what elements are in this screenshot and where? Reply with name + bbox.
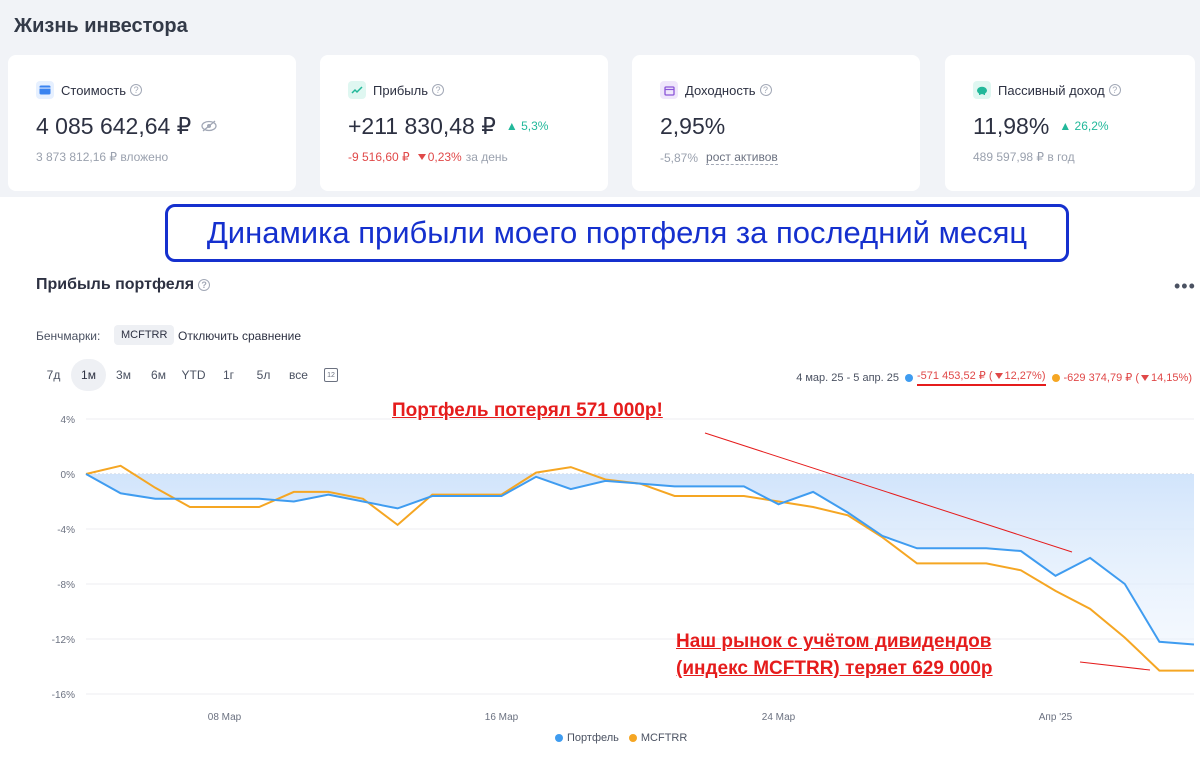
card-passive-income[interactable]: Пассивный доход ? 11,98% ▲ 26,2% 489 597… xyxy=(945,55,1195,191)
eye-off-icon[interactable] xyxy=(201,120,217,132)
legend-item-portfolio[interactable]: Портфель xyxy=(567,732,619,744)
legend-portfolio-dot-icon xyxy=(555,734,563,742)
legend-item-mcftrr[interactable]: MCFTRR xyxy=(640,732,688,744)
calendar-icon xyxy=(660,81,678,99)
period-1m[interactable]: 1м xyxy=(71,359,106,391)
annotation-portfolio-loss: Портфель потерял 571 000р! xyxy=(392,400,663,421)
more-menu-icon[interactable]: ••• xyxy=(1174,276,1196,296)
y-tick-label: -8% xyxy=(57,580,75,591)
portfolio-change: -571 453,52 ₽ xyxy=(917,370,986,382)
card-sub: 3 873 812,16 ₽ вложено xyxy=(36,150,169,164)
x-tick-label: 24 Мар xyxy=(762,712,796,723)
benchmark-change-group: -629 374,79 ₽ (14,15%) xyxy=(1063,372,1193,384)
chart-title-text: Прибыль портфеля xyxy=(36,276,195,293)
x-tick-label: 08 Мар xyxy=(208,712,242,723)
help-icon[interactable]: ? xyxy=(759,84,772,96)
benchmark-pct: 14,15% xyxy=(1151,372,1189,384)
card-profit[interactable]: Прибыль ? +211 830,48 ₽ ▲ 5,3% -9 516,60… xyxy=(320,55,608,191)
help-icon[interactable]: ? xyxy=(130,84,143,96)
range-summary: 4 мар. 25 - 5 апр. 25 -571 453,52 ₽ (12,… xyxy=(796,369,1192,386)
chart-title: Прибыль портфеля ? xyxy=(36,276,211,294)
day-label: за день xyxy=(465,150,508,164)
period-ytd[interactable]: YTD xyxy=(181,368,206,382)
portfolio-area xyxy=(86,474,1194,645)
help-icon[interactable]: ? xyxy=(1108,84,1121,96)
date-range: 4 мар. 25 - 5 апр. 25 xyxy=(796,371,899,384)
y-tick-label: 4% xyxy=(61,415,76,426)
day-change-pct: 0,23% xyxy=(427,150,462,164)
period-7d[interactable]: 7д xyxy=(46,368,61,382)
growth-badge: ▲ 5,3% xyxy=(505,119,549,133)
card-label: Доходность xyxy=(685,82,756,98)
annotation-arrow xyxy=(704,432,1073,553)
series-line-portfolio xyxy=(85,473,1195,646)
card-sub: -5,87% xyxy=(660,150,699,165)
y-tick-label: 0% xyxy=(61,470,76,481)
triangle-down-icon xyxy=(417,154,426,160)
wallet-icon xyxy=(36,81,54,99)
growth-badge: ▲ 26,2% xyxy=(1059,119,1109,133)
card-amount: +211 830,48 ₽ xyxy=(348,112,496,139)
banner-caption: Динамика прибыли моего портфеля за после… xyxy=(165,204,1069,262)
annotation-line: (индекс MCFTRR) теряет 629 000р xyxy=(676,658,993,679)
benchmark-chip[interactable]: MCFTRR xyxy=(114,325,175,345)
period-5y[interactable]: 5л xyxy=(256,368,271,382)
period-all[interactable]: все xyxy=(289,368,308,382)
card-label: Стоимость xyxy=(61,82,127,98)
y-tick-label: -12% xyxy=(52,635,75,646)
calendar-icon[interactable]: 12 xyxy=(324,368,338,382)
piggy-bank-icon xyxy=(973,81,991,99)
portfolio-pct: 12,27% xyxy=(1004,370,1042,382)
card-amount: 2,95% xyxy=(660,112,726,139)
triangle-down-icon xyxy=(1141,375,1150,381)
benchmark-dot-icon xyxy=(1051,373,1060,382)
triangle-up-icon: ▲ xyxy=(1059,119,1072,133)
card-label: Пассивный доход xyxy=(998,82,1105,98)
chart-up-icon xyxy=(348,81,366,99)
y-tick-label: -16% xyxy=(52,690,75,701)
card-label: Прибыль xyxy=(373,82,428,98)
card-sub: 489 597,98 ₽ в год xyxy=(973,150,1075,164)
day-change: -9 516,60 ₽ xyxy=(348,150,410,164)
x-tick-label: 16 Мар xyxy=(485,712,519,723)
card-yield[interactable]: Доходность ? 2,95% -5,87% рост активов xyxy=(632,55,920,191)
triangle-down-icon xyxy=(994,373,1003,379)
annotation-market-loss: Наш рынок с учётом дивидендов (индекс MC… xyxy=(676,628,993,682)
benchmarks-label: Бенчмарки: xyxy=(36,329,101,343)
annotation-line: Наш рынок с учётом дивидендов xyxy=(676,631,992,652)
portfolio-change-group: -571 453,52 ₽ (12,27%) xyxy=(917,369,1046,386)
x-tick-label: Апр '25 xyxy=(1039,712,1073,723)
portfolio-dot-icon xyxy=(905,373,913,382)
asset-growth-link[interactable]: рост активов xyxy=(706,150,778,165)
chart-legend: Портфель MCFTRR xyxy=(555,732,687,744)
y-tick-label: -4% xyxy=(57,525,75,536)
period-3m[interactable]: 3м xyxy=(116,368,131,382)
card-value[interactable]: Стоимость ? 4 085 642,64 ₽ 3 873 812,16 … xyxy=(8,55,296,191)
card-amount: 4 085 642,64 ₽ xyxy=(36,112,192,139)
period-6m[interactable]: 6м xyxy=(151,368,166,382)
help-icon[interactable]: ? xyxy=(198,279,211,291)
annotation-arrow xyxy=(1079,661,1151,671)
page-title: Жизнь инвестора xyxy=(14,15,188,37)
disable-compare-button[interactable]: Отключить сравнение xyxy=(178,329,302,343)
period-1y[interactable]: 1г xyxy=(222,368,235,382)
help-icon[interactable]: ? xyxy=(431,84,444,96)
period-selector: 7д 1м 3м 6м YTD 1г 5л все 12 xyxy=(36,358,338,392)
legend-mcftrr-dot-icon xyxy=(628,734,637,742)
benchmark-change: -629 374,79 ₽ xyxy=(1063,372,1133,384)
triangle-up-icon: ▲ xyxy=(505,119,518,133)
card-amount: 11,98% xyxy=(973,112,1050,139)
